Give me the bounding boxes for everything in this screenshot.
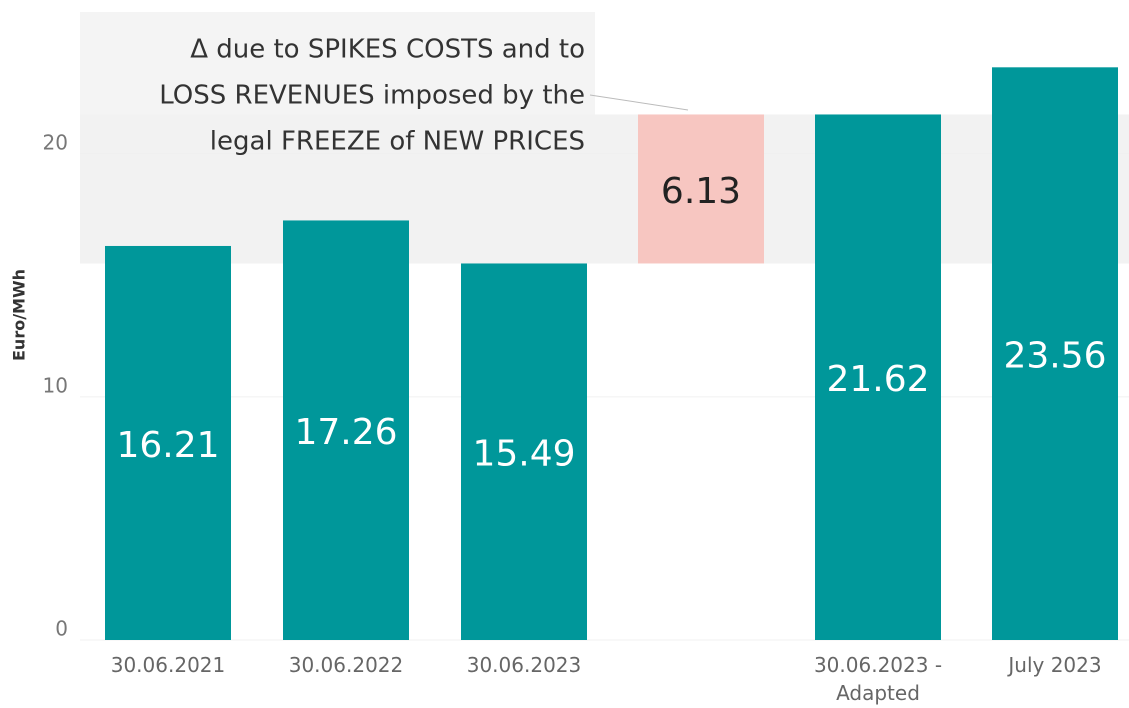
data-label: 21.62 bbox=[826, 359, 929, 400]
annotation-line: LOSS REVENUES imposed by the bbox=[159, 81, 585, 111]
y-tick-label: 0 bbox=[55, 617, 68, 641]
bar bbox=[283, 220, 409, 641]
x-tick-label: July 2023 bbox=[1008, 653, 1102, 677]
data-label: 23.56 bbox=[1003, 336, 1106, 377]
x-tick-label: 30.06.2022 bbox=[288, 653, 404, 677]
bar bbox=[815, 114, 941, 640]
bar bbox=[105, 245, 231, 641]
x-tick-label: 30.06.2023 - Adapted bbox=[813, 653, 943, 705]
bar bbox=[461, 263, 587, 640]
delta-band bbox=[80, 114, 1129, 264]
data-label: 15.49 bbox=[472, 434, 575, 475]
data-label: 6.13 bbox=[661, 171, 741, 212]
bar bbox=[638, 114, 764, 264]
y-axis-title: Euro/MWh bbox=[10, 269, 29, 361]
annotation-line: legal FREEZE of NEW PRICES bbox=[210, 127, 585, 157]
y-tick-label: 20 bbox=[43, 130, 68, 154]
annotation-line: Δ due to SPIKES COSTS and to bbox=[190, 35, 585, 65]
x-tick-label: 30.06.2021 bbox=[110, 653, 226, 677]
bar bbox=[992, 67, 1118, 640]
annotation-connector bbox=[589, 94, 689, 111]
y-tick-label: 10 bbox=[43, 373, 68, 397]
data-label: 16.21 bbox=[116, 425, 219, 466]
x-tick-label: 30.06.2023 bbox=[466, 653, 582, 677]
data-label: 17.26 bbox=[294, 412, 397, 453]
